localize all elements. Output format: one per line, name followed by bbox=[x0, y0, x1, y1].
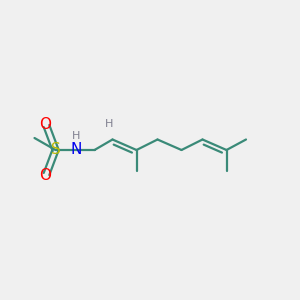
Text: S: S bbox=[51, 142, 60, 158]
Text: N: N bbox=[71, 142, 82, 158]
Text: H: H bbox=[72, 130, 81, 141]
Text: O: O bbox=[39, 168, 51, 183]
Text: H: H bbox=[105, 119, 114, 129]
Text: O: O bbox=[39, 117, 51, 132]
